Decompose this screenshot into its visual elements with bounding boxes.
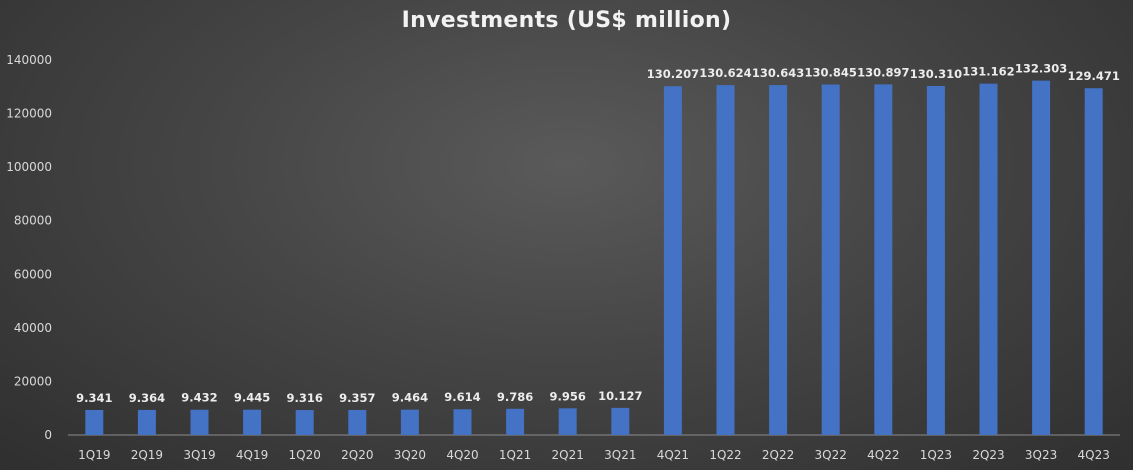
bar — [716, 85, 735, 435]
x-tick-label: 1Q21 — [499, 448, 531, 462]
bar — [243, 409, 262, 435]
data-label: 130.207 — [647, 67, 699, 81]
x-tick-label: 2Q21 — [552, 448, 584, 462]
y-tick-label: 60000 — [14, 267, 52, 281]
bar — [295, 410, 314, 435]
chart-title: Investments (US$ million) — [401, 8, 732, 33]
data-label: 9.445 — [234, 391, 270, 405]
x-tick-label: 3Q19 — [183, 448, 215, 462]
x-tick-label: 2Q22 — [762, 448, 794, 462]
data-label: 9.316 — [287, 391, 323, 405]
x-tick-label: 3Q23 — [1025, 448, 1057, 462]
y-tick-label: 120000 — [6, 107, 52, 121]
y-tick-label: 0 — [44, 428, 52, 442]
data-label: 9.341 — [76, 391, 112, 405]
bar — [663, 86, 682, 435]
bar — [506, 408, 525, 435]
x-tick-label: 2Q19 — [131, 448, 163, 462]
x-tick-label: 4Q19 — [236, 448, 268, 462]
data-label: 9.432 — [181, 391, 217, 405]
data-label: 130.845 — [805, 66, 857, 80]
bar — [769, 85, 788, 436]
y-tick-label: 100000 — [6, 160, 52, 174]
data-label: 132.303 — [1015, 62, 1067, 76]
x-tick-label: 1Q22 — [709, 448, 741, 462]
y-tick-label: 40000 — [14, 321, 52, 335]
x-tick-label: 4Q22 — [867, 448, 899, 462]
y-tick-label: 20000 — [14, 374, 52, 388]
data-label: 9.786 — [497, 390, 533, 404]
bar — [400, 409, 419, 435]
data-label: 130.897 — [857, 65, 909, 79]
bar — [558, 408, 577, 435]
x-tick-label: 2Q23 — [972, 448, 1004, 462]
data-label: 130.643 — [752, 66, 804, 80]
bar — [611, 407, 630, 435]
x-tick-label: 1Q19 — [78, 448, 110, 462]
data-label: 9.364 — [129, 391, 165, 405]
y-tick-label: 80000 — [14, 214, 52, 228]
bar — [453, 409, 472, 435]
data-label: 129.471 — [1068, 69, 1120, 83]
data-label: 131.162 — [962, 65, 1014, 79]
data-label: 9.956 — [550, 389, 586, 403]
data-label: 9.357 — [339, 391, 375, 405]
data-label: 9.614 — [444, 390, 480, 404]
x-tick-label: 4Q20 — [446, 448, 478, 462]
x-tick-label: 3Q21 — [604, 448, 636, 462]
bar — [821, 84, 840, 435]
data-label: 130.624 — [699, 66, 751, 80]
bar — [979, 83, 998, 435]
bar — [1084, 88, 1103, 436]
x-tick-label: 4Q23 — [1078, 448, 1110, 462]
x-tick-label: 1Q20 — [289, 448, 321, 462]
bar — [1032, 80, 1051, 435]
bar — [190, 409, 209, 435]
bar — [348, 409, 367, 435]
bar — [926, 85, 945, 436]
data-label: 9.464 — [392, 391, 428, 405]
x-tick-label: 3Q22 — [815, 448, 847, 462]
bar — [85, 409, 104, 435]
y-tick-label: 140000 — [6, 53, 52, 67]
bar — [137, 409, 156, 435]
data-label: 130.310 — [910, 67, 962, 81]
x-tick-label: 2Q20 — [341, 448, 373, 462]
x-tick-label: 3Q20 — [394, 448, 426, 462]
bar — [874, 84, 893, 436]
x-tick-label: 4Q21 — [657, 448, 689, 462]
x-tick-label: 1Q23 — [920, 448, 952, 462]
data-label: 10.127 — [598, 389, 642, 403]
